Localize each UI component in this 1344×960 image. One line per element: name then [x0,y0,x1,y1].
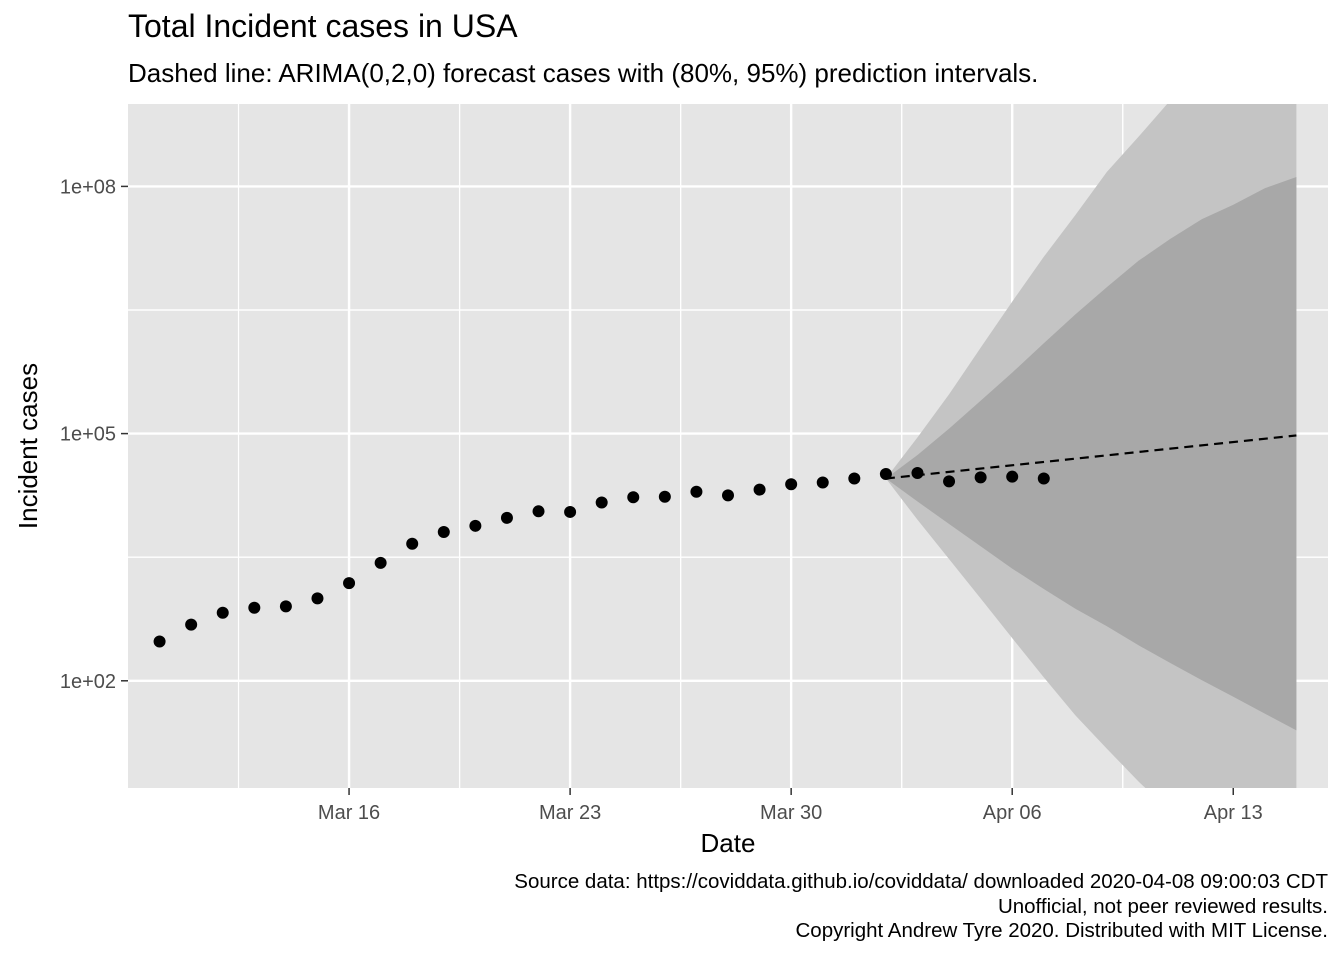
caption-disclaimer: Unofficial, not peer reviewed results. [997,894,1328,918]
y-axis-title: Incident cases [13,363,43,529]
x-tick-label: Mar 30 [760,802,822,824]
forecast-line [885,434,1297,480]
data-point [1037,472,1050,485]
data-point [690,485,703,498]
data-point [406,537,419,550]
data-point [153,635,166,648]
data-point [469,519,482,532]
data-point [279,600,292,613]
x-tick-label: Apr 13 [1204,802,1263,824]
data-point [658,490,671,503]
data-point [248,601,261,614]
y-tick-label: 1e+05 [60,424,116,446]
y-tick-label: 1e+08 [60,176,116,198]
data-point [879,468,892,481]
data-point [185,618,198,631]
y-tick-label: 1e+02 [60,671,116,693]
data-point [564,505,577,518]
x-tick-label: Mar 23 [539,802,601,824]
data-point [753,483,766,496]
data-point [785,478,798,491]
data-point [216,606,229,619]
data-point [343,577,356,590]
data-point [500,511,513,524]
prediction-band-80 [885,177,1297,731]
data-point [848,472,861,485]
data-point [437,525,450,538]
data-point [974,471,987,484]
data-point [595,496,608,509]
data-point [627,491,640,504]
data-point [532,505,545,518]
chart-subtitle: Dashed line: ARIMA(0,2,0) forecast cases… [128,58,1039,88]
chart-caption: Source data: https://coviddata.github.io… [514,870,1328,944]
data-point [911,466,924,479]
data-point [722,489,734,502]
caption-source: Source data: https://coviddata.github.io… [514,870,1328,893]
x-tick-label: Mar 16 [318,802,380,824]
data-point [374,556,387,569]
data-point [311,592,324,605]
data-point [943,475,956,488]
data-point [1006,470,1019,483]
caption-copyright: Copyright Andrew Tyre 2020. Distributed … [795,919,1329,942]
x-axis-title: Date [701,828,756,858]
chart-title: Total Incident cases in USA [128,8,518,44]
data-point [816,476,829,489]
x-tick-label: Apr 06 [983,802,1042,824]
